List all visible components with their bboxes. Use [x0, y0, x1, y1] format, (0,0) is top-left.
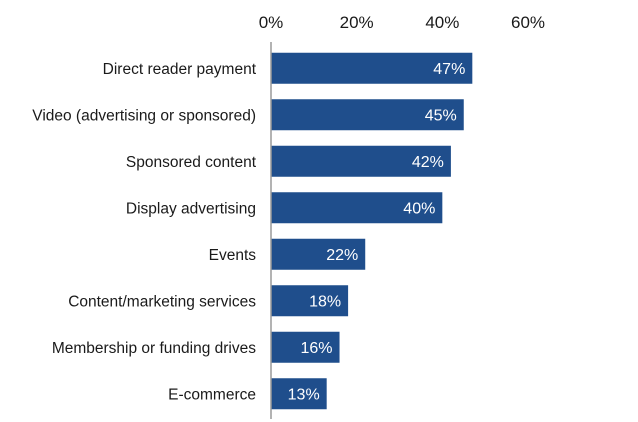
bar-value-label: 13% [288, 386, 320, 403]
bar-value-label: 40% [403, 200, 435, 217]
bar-value-label: 16% [301, 340, 333, 357]
category-label: Display advertising [126, 200, 256, 217]
x-tick-label: 0% [259, 13, 284, 32]
data-labels: 47% 45% 42% 40% 22% 18% 16% 13% [288, 61, 466, 404]
x-axis-ticks: 0% 20% 40% 60% [259, 13, 545, 32]
category-label: Video (advertising or sponsored) [32, 107, 256, 124]
category-label: Sponsored content [126, 154, 257, 171]
category-label: Content/marketing services [68, 293, 256, 310]
bar [271, 285, 349, 317]
bar-value-label: 45% [425, 107, 457, 124]
bar [271, 238, 366, 270]
x-tick-label: 40% [425, 13, 459, 32]
category-labels: Direct reader payment Video (advertising … [32, 61, 256, 404]
bar-value-label: 47% [433, 61, 465, 78]
category-label: E-commerce [168, 386, 256, 403]
bar [271, 378, 327, 410]
bar [271, 52, 473, 84]
category-label: Direct reader payment [103, 61, 257, 78]
category-label: Events [209, 247, 257, 264]
bar-value-label: 22% [326, 247, 358, 264]
bar [271, 145, 451, 177]
x-tick-label: 60% [511, 13, 545, 32]
bar [271, 99, 464, 131]
bars [271, 52, 473, 410]
x-tick-label: 20% [340, 13, 374, 32]
bar [271, 192, 443, 224]
bar-value-label: 42% [412, 154, 444, 171]
bar-value-label: 18% [309, 293, 341, 310]
category-label: Membership or funding drives [52, 340, 256, 357]
bar [271, 331, 340, 363]
